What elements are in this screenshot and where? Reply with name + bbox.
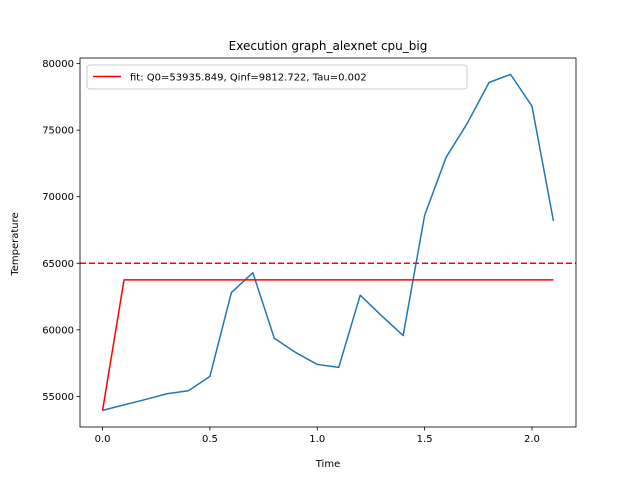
y-axis-label: Temperature <box>10 212 21 276</box>
y-tick-label: 80000 <box>42 59 74 70</box>
y-tick-label: 55000 <box>42 392 74 403</box>
y-tick-label: 65000 <box>42 259 74 270</box>
legend-fit-label: fit: Q0=53935.849, Qinf=9812.722, Tau=0.… <box>130 73 367 84</box>
x-tick-label: 1.5 <box>417 434 433 445</box>
measured-temperature-line <box>102 73 555 412</box>
fit-line <box>101 279 554 411</box>
plot-area: 0.0 0.5 1.0 1.5 2.0 55000 60000 65000 70000 75000… <box>42 57 577 445</box>
x-tick-label: 1.0 <box>309 434 325 445</box>
legend-box <box>86 64 468 90</box>
x-tick-label: 2.0 <box>524 434 540 445</box>
x-axis-label: Time <box>315 459 340 470</box>
y-tick-label: 75000 <box>42 126 74 137</box>
y-tick-label: 60000 <box>42 325 74 336</box>
x-tick-label: 0.5 <box>202 434 218 445</box>
axes-frame <box>79 57 577 428</box>
y-tick-label: 70000 <box>42 192 74 203</box>
x-tick-label: 0.0 <box>95 434 111 445</box>
chart-title: Execution graph_alexnet cpu_big <box>229 39 428 53</box>
legend: fit: Q0=53935.849, Qinf=9812.722, Tau=0.… <box>86 64 468 90</box>
